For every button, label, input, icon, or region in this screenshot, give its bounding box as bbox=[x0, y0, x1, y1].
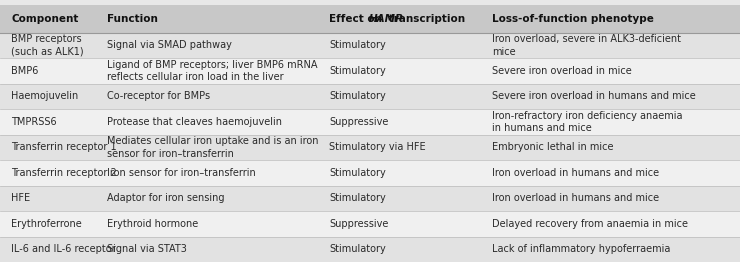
Text: Co-receptor for BMPs: Co-receptor for BMPs bbox=[107, 91, 210, 101]
Text: Stimulatory: Stimulatory bbox=[329, 41, 386, 51]
Bar bbox=[0, 211, 740, 237]
Bar bbox=[0, 33, 740, 58]
Text: TMPRSS6: TMPRSS6 bbox=[11, 117, 57, 127]
Text: Stimulatory: Stimulatory bbox=[329, 168, 386, 178]
Text: Effect on: Effect on bbox=[329, 14, 386, 24]
Text: BMP receptors
(such as ALK1): BMP receptors (such as ALK1) bbox=[11, 34, 84, 57]
Text: Severe iron overload in mice: Severe iron overload in mice bbox=[492, 66, 632, 76]
Text: Erythroferrone: Erythroferrone bbox=[11, 219, 82, 229]
Text: Iron sensor for iron–transferrin: Iron sensor for iron–transferrin bbox=[107, 168, 256, 178]
Text: Function: Function bbox=[107, 14, 158, 24]
Text: Iron-refractory iron deficiency anaemia
in humans and mice: Iron-refractory iron deficiency anaemia … bbox=[492, 111, 682, 133]
Text: IL-6 and IL-6 receptor: IL-6 and IL-6 receptor bbox=[11, 244, 115, 254]
Bar bbox=[0, 5, 740, 33]
Text: Iron overload in humans and mice: Iron overload in humans and mice bbox=[492, 168, 659, 178]
Text: Stimulatory via HFE: Stimulatory via HFE bbox=[329, 142, 426, 152]
Text: Embryonic lethal in mice: Embryonic lethal in mice bbox=[492, 142, 613, 152]
Text: transcription: transcription bbox=[386, 14, 465, 24]
Bar bbox=[0, 58, 740, 84]
Text: Stimulatory: Stimulatory bbox=[329, 66, 386, 76]
Bar bbox=[0, 160, 740, 185]
Text: Adaptor for iron sensing: Adaptor for iron sensing bbox=[107, 193, 225, 203]
Text: Erythroid hormone: Erythroid hormone bbox=[107, 219, 198, 229]
Text: Signal via STAT3: Signal via STAT3 bbox=[107, 244, 187, 254]
Text: Suppressive: Suppressive bbox=[329, 219, 388, 229]
Text: HFE: HFE bbox=[11, 193, 30, 203]
Text: Component: Component bbox=[11, 14, 78, 24]
Text: Haemojuvelin: Haemojuvelin bbox=[11, 91, 78, 101]
Text: Lack of inflammatory hypoferraemia: Lack of inflammatory hypoferraemia bbox=[492, 244, 670, 254]
Bar bbox=[0, 109, 740, 135]
Text: Stimulatory: Stimulatory bbox=[329, 244, 386, 254]
Text: Delayed recovery from anaemia in mice: Delayed recovery from anaemia in mice bbox=[492, 219, 688, 229]
Text: Iron overload, severe in ALK3-deficient
mice: Iron overload, severe in ALK3-deficient … bbox=[492, 34, 681, 57]
Text: Loss-of-function phenotype: Loss-of-function phenotype bbox=[492, 14, 654, 24]
Text: Transferrin receptor 1: Transferrin receptor 1 bbox=[11, 142, 117, 152]
Text: Mediates cellular iron uptake and is an iron
sensor for iron–transferrin: Mediates cellular iron uptake and is an … bbox=[107, 136, 319, 159]
Text: Protease that cleaves haemojuvelin: Protease that cleaves haemojuvelin bbox=[107, 117, 282, 127]
Text: Ligand of BMP receptors; liver BMP6 mRNA
reflects cellular iron load in the live: Ligand of BMP receptors; liver BMP6 mRNA… bbox=[107, 59, 317, 82]
Text: Stimulatory: Stimulatory bbox=[329, 193, 386, 203]
Text: Severe iron overload in humans and mice: Severe iron overload in humans and mice bbox=[492, 91, 696, 101]
Text: HAMP: HAMP bbox=[369, 14, 404, 24]
Text: Stimulatory: Stimulatory bbox=[329, 91, 386, 101]
Text: Iron overload in humans and mice: Iron overload in humans and mice bbox=[492, 193, 659, 203]
Bar bbox=[0, 135, 740, 160]
Text: Signal via SMAD pathway: Signal via SMAD pathway bbox=[107, 41, 232, 51]
Text: Suppressive: Suppressive bbox=[329, 117, 388, 127]
Bar bbox=[0, 237, 740, 262]
Bar bbox=[0, 84, 740, 109]
Text: Transferrin receptor 2: Transferrin receptor 2 bbox=[11, 168, 117, 178]
Bar bbox=[0, 185, 740, 211]
Text: BMP6: BMP6 bbox=[11, 66, 38, 76]
